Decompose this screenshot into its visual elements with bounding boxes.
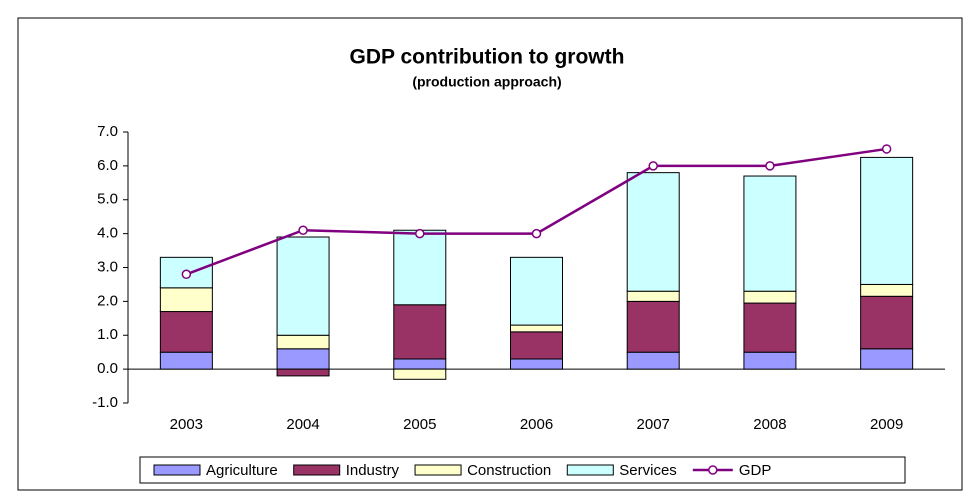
legend-label: Services xyxy=(619,462,677,479)
bar xyxy=(510,331,563,360)
bar xyxy=(743,175,797,292)
bar xyxy=(743,351,797,370)
legend-label: Industry xyxy=(346,462,400,479)
bar xyxy=(276,236,330,336)
y-tick-label: 0.0 xyxy=(97,360,118,377)
bar xyxy=(393,368,447,380)
bar xyxy=(860,348,914,370)
legend-box xyxy=(139,456,906,484)
bar xyxy=(510,358,563,370)
x-tick-label: 2007 xyxy=(637,416,670,433)
bar xyxy=(393,229,447,306)
bar xyxy=(860,283,914,297)
bar xyxy=(276,334,330,350)
chart-title: GDP contribution to growth xyxy=(350,46,625,69)
y-tick-label: 5.0 xyxy=(97,191,118,208)
line-marker xyxy=(881,144,892,154)
bar xyxy=(626,351,680,370)
x-tick-label: 2005 xyxy=(403,416,436,433)
bar xyxy=(626,300,680,353)
bar xyxy=(276,368,330,377)
bar xyxy=(159,351,213,370)
y-tick-label: 1.0 xyxy=(97,326,118,343)
bar xyxy=(510,324,563,333)
x-tick-label: 2004 xyxy=(286,416,319,433)
bar xyxy=(743,290,797,304)
bar xyxy=(393,304,447,360)
y-tick-label: 3.0 xyxy=(97,258,118,275)
bar xyxy=(626,290,680,302)
bar xyxy=(743,302,797,353)
legend-label: Agriculture xyxy=(206,462,278,479)
bar xyxy=(276,348,330,370)
line-marker xyxy=(298,225,308,235)
legend-swatch xyxy=(153,464,201,476)
legend-swatch xyxy=(414,464,462,476)
bar xyxy=(626,172,680,292)
bar xyxy=(159,287,213,313)
line-marker xyxy=(415,228,425,239)
line-marker xyxy=(648,161,658,171)
bar xyxy=(860,295,914,350)
legend-swatch xyxy=(566,464,614,476)
y-tick-label: 7.0 xyxy=(97,123,118,140)
bar xyxy=(159,311,213,353)
x-tick-label: 2009 xyxy=(870,416,903,433)
line-marker xyxy=(765,161,775,171)
legend-label: GDP xyxy=(739,462,772,479)
y-tick-label: 4.0 xyxy=(97,225,118,242)
bar xyxy=(510,256,563,326)
x-tick-label: 2006 xyxy=(520,416,553,433)
bar xyxy=(860,156,914,285)
legend-swatch xyxy=(293,464,341,476)
line-marker xyxy=(181,269,192,280)
x-tick-label: 2003 xyxy=(170,416,203,433)
x-tick-label: 2008 xyxy=(753,416,786,433)
bar xyxy=(393,358,447,370)
y-tick-label: 2.0 xyxy=(97,292,118,309)
y-tick-label: -1.0 xyxy=(92,394,118,411)
legend-label: Construction xyxy=(467,462,551,479)
chart-subtitle: (production approach) xyxy=(412,74,561,90)
chart-frame xyxy=(17,17,963,491)
line-marker xyxy=(531,228,542,239)
y-tick-label: 6.0 xyxy=(97,157,118,174)
legend-swatch xyxy=(708,465,718,475)
